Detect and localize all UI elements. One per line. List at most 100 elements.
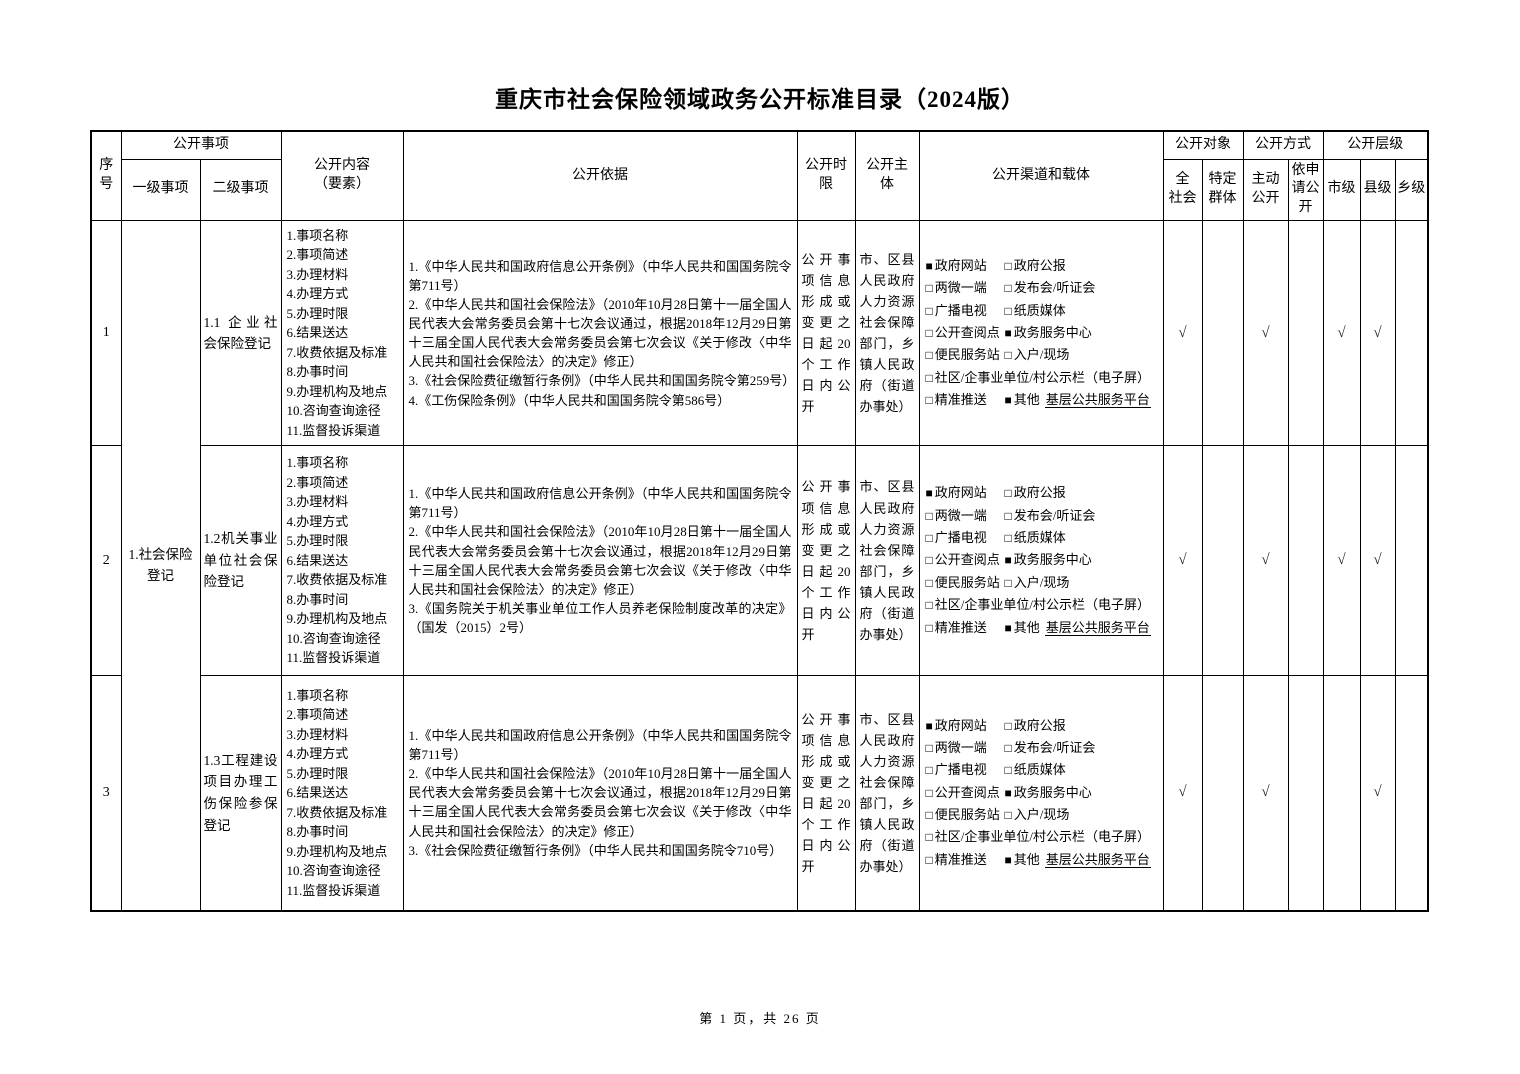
empty-mark-cell bbox=[1287, 220, 1324, 447]
content-element-line: 10.咨询查询途径 bbox=[286, 863, 381, 879]
channel-label: 政务服务中心 bbox=[1013, 552, 1092, 568]
channel-label: 精准推送 bbox=[934, 392, 987, 408]
unchecked-box-icon: □ bbox=[925, 393, 933, 408]
channel-option: □ 入户/现场 bbox=[1005, 807, 1070, 822]
tick-mark-cell: √ bbox=[1359, 445, 1396, 677]
channel-option: ■ 其他 基层公共服务平台 bbox=[1005, 392, 1151, 409]
basis-item: 3.《国务院关于机关事业单位工作人员养老保险制度改革的决定》（国发（2015）2… bbox=[408, 600, 792, 635]
channel-option: □ 入户/现场 bbox=[1005, 575, 1070, 590]
content-element-line: 11.监督投诉渠道 bbox=[286, 422, 381, 438]
time-limit-cell: 公开事项信息形成或变更之日起20个工作日内公开 bbox=[796, 675, 856, 912]
checked-box-icon: ■ bbox=[1004, 852, 1012, 867]
channel-other-note: 基层公共服务平台 bbox=[1044, 851, 1151, 868]
page-title: 重庆市社会保险领域政务公开标准目录（2024版） bbox=[495, 87, 1025, 112]
col-header-basis: 公开依据 bbox=[402, 130, 798, 222]
empty-mark-cell bbox=[1394, 445, 1429, 677]
second-level-item-cell: 1.1 企业社会保险登记 bbox=[199, 220, 282, 447]
content-element-line: 4.办理方式 bbox=[286, 286, 349, 302]
content-element-line: 4.办理方式 bbox=[286, 746, 349, 762]
tick-mark-cell: √ bbox=[1242, 220, 1289, 447]
channel-label: 发布会/听证会 bbox=[1013, 280, 1096, 296]
channel-label: 社区/企事业单位/村公示栏（电子屏） bbox=[934, 597, 1150, 613]
unchecked-box-icon: □ bbox=[1004, 281, 1012, 296]
channel-label: 便民服务站 bbox=[934, 807, 1000, 823]
unchecked-box-icon: □ bbox=[925, 575, 933, 590]
content-element-line: 3.办理材料 bbox=[286, 726, 349, 742]
col-header-whole-society: 全 社会 bbox=[1162, 158, 1203, 222]
empty-mark-cell bbox=[1394, 220, 1429, 447]
channel-label: 政府公报 bbox=[1013, 485, 1066, 501]
header-row-groups: 序号 公开事项 公开内容 （要素） 公开依据 公开时 限 公开主 体 公开渠道和… bbox=[90, 130, 1429, 222]
basis-cell: 1.《中华人民共和国政府信息公开条例》（中华人民共和国国务院令第711号） 2.《… bbox=[402, 675, 798, 912]
channel-label: 两微一端 bbox=[934, 280, 987, 296]
table-row: 1 1.社会保险登记 1.1 企业社会保险登记 1.事项名称 2.事项简述 3.办理材料 4… bbox=[90, 220, 1429, 912]
channel-option: □ 广播电视 bbox=[926, 759, 1005, 781]
empty-mark-cell bbox=[1201, 675, 1244, 912]
channel-option: □ 精准推送 bbox=[926, 617, 1005, 639]
channel-line: ■ 政府网站 □ 政府公报 bbox=[926, 255, 1161, 277]
unchecked-box-icon: □ bbox=[925, 598, 933, 613]
channel-option: □ 广播电视 bbox=[926, 300, 1005, 322]
channel-line: □ 精准推送 ■ 其他 基层公共服务平台 bbox=[926, 617, 1161, 639]
channel-label: 两微一端 bbox=[934, 740, 987, 756]
channel-label: 发布会/听证会 bbox=[1013, 507, 1096, 523]
channel-line: □ 公开查阅点 ■ 政务服务中心 bbox=[926, 322, 1161, 344]
content-element-line: 5.办理时限 bbox=[286, 765, 349, 781]
seq-cell: 1 bbox=[90, 220, 122, 447]
basis-item: 1.《中华人民共和国政府信息公开条例》（中华人民共和国国务院令第711号） bbox=[408, 728, 792, 763]
col-header-county-level: 县级 bbox=[1359, 158, 1396, 222]
empty-mark-cell bbox=[1322, 675, 1361, 912]
time-limit-cell: 公开事项信息形成或变更之日起20个工作日内公开 bbox=[796, 220, 856, 447]
tick-mark-cell: √ bbox=[1322, 445, 1361, 677]
unchecked-box-icon: □ bbox=[1004, 718, 1012, 733]
unchecked-box-icon: □ bbox=[1004, 303, 1012, 318]
unchecked-box-icon: □ bbox=[1004, 258, 1012, 273]
checked-box-icon: ■ bbox=[1004, 785, 1012, 800]
channel-option: □ 精准推送 bbox=[926, 389, 1005, 411]
unchecked-box-icon: □ bbox=[1004, 808, 1012, 823]
unchecked-box-icon: □ bbox=[1004, 486, 1012, 501]
content-element-line: 4.办理方式 bbox=[286, 513, 349, 529]
channel-option: □ 发布会/听证会 bbox=[1005, 280, 1096, 295]
content-element-line: 2.事项简述 bbox=[286, 474, 349, 490]
col-header-time-limit: 公开时 限 bbox=[796, 130, 856, 222]
channel-option: □ 社区/企事业单位/村公示栏（电子屏） bbox=[926, 829, 1150, 844]
content-element-line: 3.办理材料 bbox=[286, 494, 349, 510]
channel-line: □ 社区/企事业单位/村公示栏（电子屏） bbox=[926, 594, 1161, 616]
unchecked-box-icon: □ bbox=[925, 763, 933, 778]
channel-option: □ 政府公报 bbox=[1005, 718, 1066, 733]
subject-cell: 市、区县人民政府人力资源社会保障部门，乡镇人民政府（街道办事处） bbox=[854, 220, 920, 447]
channel-option: □ 纸质媒体 bbox=[1005, 530, 1066, 545]
unchecked-box-icon: □ bbox=[1004, 763, 1012, 778]
channel-line: □ 精准推送 ■ 其他 基层公共服务平台 bbox=[926, 389, 1161, 411]
basis-item: 1.《中华人民共和国政府信息公开条例》（中华人民共和国国务院令第711号） bbox=[408, 486, 792, 521]
channel-line: □ 社区/企事业单位/村公示栏（电子屏） bbox=[926, 826, 1161, 848]
content-element-line: 5.办理时限 bbox=[286, 533, 349, 549]
unchecked-box-icon: □ bbox=[925, 303, 933, 318]
content-element-line: 7.收费依据及标准 bbox=[286, 804, 388, 820]
channel-line: ■ 政府网站 □ 政府公报 bbox=[926, 715, 1161, 737]
seq-cell: 2 bbox=[90, 445, 122, 677]
unchecked-box-icon: □ bbox=[1004, 531, 1012, 546]
channel-other-note: 基层公共服务平台 bbox=[1044, 392, 1151, 409]
channel-line: □ 广播电视 □ 纸质媒体 bbox=[926, 527, 1161, 549]
channel-option: □ 便民服务站 bbox=[926, 344, 1005, 366]
channel-option: □ 两微一端 bbox=[926, 737, 1005, 759]
channel-label: 纸质媒体 bbox=[1013, 530, 1066, 546]
empty-mark-cell bbox=[1201, 220, 1244, 447]
content-element-line: 6.结果送达 bbox=[286, 552, 349, 568]
channel-label: 政务服务中心 bbox=[1013, 324, 1092, 340]
col-header-subject: 公开主 体 bbox=[854, 130, 920, 222]
checked-box-icon: ■ bbox=[925, 486, 933, 501]
channel-option: □ 精准推送 bbox=[926, 849, 1005, 871]
basis-cell: 1.《中华人民共和国政府信息公开条例》（中华人民共和国国务院令第711号） 2.《… bbox=[402, 220, 798, 447]
checked-box-icon: ■ bbox=[1004, 325, 1012, 340]
channel-label: 精准推送 bbox=[934, 851, 987, 867]
content-element-line: 2.事项简述 bbox=[286, 707, 349, 723]
content-element-line: 1.事项名称 bbox=[286, 687, 349, 703]
content-element-line: 8.办事时间 bbox=[286, 824, 349, 840]
unchecked-box-icon: □ bbox=[925, 830, 933, 845]
content-element-line: 9.办理机构及地点 bbox=[286, 383, 388, 399]
content-element-line: 7.收费依据及标准 bbox=[286, 344, 388, 360]
unchecked-box-icon: □ bbox=[1004, 741, 1012, 756]
